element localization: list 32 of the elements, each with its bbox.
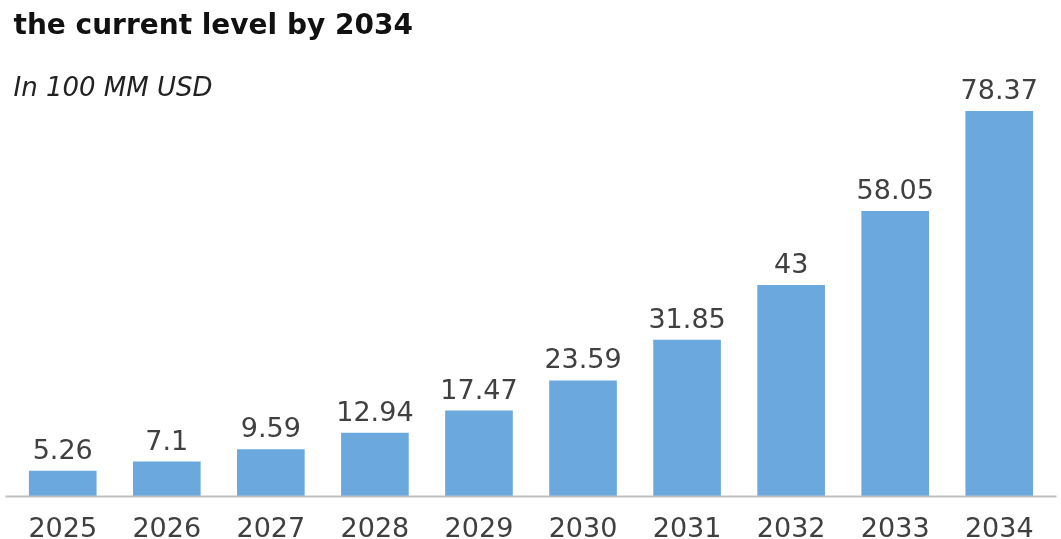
x-tick-label: 2026 (132, 511, 202, 539)
bar (965, 111, 1034, 497)
x-tick-label: 2030 (548, 511, 618, 539)
data-label: 58.05 (856, 173, 934, 205)
data-label: 5.26 (32, 433, 93, 465)
x-tick-label: 2028 (340, 511, 410, 539)
chart-subtitle: In 100 MM USD (13, 71, 213, 102)
bar (341, 432, 409, 497)
chart-title: the current level by 2034 (13, 7, 413, 41)
data-label: 7.1 (145, 424, 189, 456)
bar (653, 339, 721, 497)
x-tick-label: 2025 (28, 511, 98, 539)
bar (549, 380, 617, 497)
bar (28, 470, 97, 497)
bar (445, 410, 513, 497)
data-label: 9.59 (240, 412, 301, 444)
bar (757, 285, 825, 497)
x-tick-label: 2029 (444, 511, 514, 539)
bar (132, 461, 201, 497)
x-tick-label: 2034 (964, 511, 1034, 539)
data-label: 17.47 (440, 373, 518, 405)
x-tick-label: 2032 (756, 511, 826, 539)
bar (861, 210, 930, 497)
bar (237, 449, 305, 497)
x-tick-label: 2027 (236, 511, 306, 539)
x-tick-label: 2031 (652, 511, 722, 539)
data-label: 23.59 (544, 343, 622, 375)
x-tick-label: 2033 (860, 511, 930, 539)
data-label: 78.37 (960, 74, 1038, 106)
data-label: 12.94 (336, 395, 414, 427)
data-label: 31.85 (648, 302, 726, 334)
data-label: 43 (773, 248, 809, 279)
